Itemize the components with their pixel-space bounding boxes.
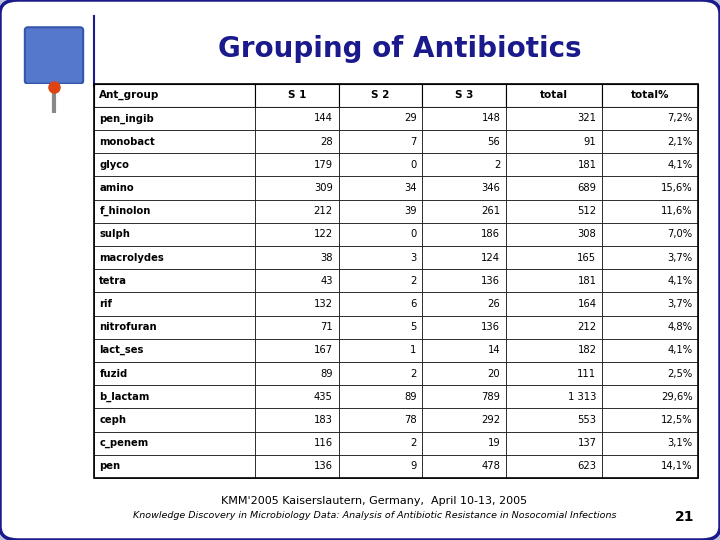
Text: 9: 9 bbox=[410, 461, 417, 471]
Bar bbox=[255, 315, 338, 339]
Bar bbox=[255, 177, 338, 200]
Text: 1: 1 bbox=[410, 346, 417, 355]
Bar bbox=[602, 455, 698, 478]
Text: rif: rif bbox=[99, 299, 112, 309]
Text: 0: 0 bbox=[410, 230, 417, 239]
Bar bbox=[506, 315, 602, 339]
Bar bbox=[338, 107, 423, 130]
Bar bbox=[338, 431, 423, 455]
Text: 212: 212 bbox=[577, 322, 596, 332]
Bar bbox=[94, 362, 255, 385]
Bar bbox=[506, 455, 602, 478]
Bar bbox=[255, 84, 338, 107]
Text: 512: 512 bbox=[577, 206, 596, 216]
Bar bbox=[423, 177, 506, 200]
Text: amino: amino bbox=[99, 183, 134, 193]
Text: 308: 308 bbox=[577, 230, 596, 239]
Text: 165: 165 bbox=[577, 253, 596, 262]
Text: 122: 122 bbox=[314, 230, 333, 239]
Text: pen: pen bbox=[99, 461, 120, 471]
Text: 2,5%: 2,5% bbox=[667, 369, 693, 379]
Text: 7,2%: 7,2% bbox=[667, 113, 693, 124]
Text: 28: 28 bbox=[320, 137, 333, 147]
Bar bbox=[94, 107, 255, 130]
Text: 20: 20 bbox=[487, 369, 500, 379]
Text: c_penem: c_penem bbox=[99, 438, 148, 448]
Bar bbox=[255, 339, 338, 362]
Text: 144: 144 bbox=[314, 113, 333, 124]
Text: 1 313: 1 313 bbox=[568, 392, 596, 402]
Bar bbox=[423, 269, 506, 292]
Bar bbox=[338, 362, 423, 385]
Text: 0: 0 bbox=[410, 160, 417, 170]
Text: 2: 2 bbox=[494, 160, 500, 170]
Bar bbox=[423, 84, 506, 107]
Text: 136: 136 bbox=[314, 461, 333, 471]
Text: total: total bbox=[540, 90, 568, 100]
Bar bbox=[506, 84, 602, 107]
Text: 167: 167 bbox=[314, 346, 333, 355]
Text: 5: 5 bbox=[410, 322, 417, 332]
Text: 6: 6 bbox=[410, 299, 417, 309]
Bar bbox=[423, 339, 506, 362]
Bar bbox=[338, 315, 423, 339]
Text: 346: 346 bbox=[482, 183, 500, 193]
Bar bbox=[94, 200, 255, 223]
Bar bbox=[602, 431, 698, 455]
Text: 179: 179 bbox=[314, 160, 333, 170]
Bar bbox=[338, 223, 423, 246]
Bar bbox=[94, 455, 255, 478]
Text: pen_ingib: pen_ingib bbox=[99, 113, 154, 124]
Text: 2: 2 bbox=[410, 438, 417, 448]
Bar bbox=[338, 455, 423, 478]
Bar bbox=[255, 408, 338, 431]
Bar bbox=[94, 84, 255, 107]
Bar bbox=[602, 200, 698, 223]
Bar bbox=[506, 408, 602, 431]
Text: tetra: tetra bbox=[99, 276, 127, 286]
Bar bbox=[255, 455, 338, 478]
Text: 7,0%: 7,0% bbox=[667, 230, 693, 239]
Text: 321: 321 bbox=[577, 113, 596, 124]
Text: 3: 3 bbox=[410, 253, 417, 262]
Text: b_lactam: b_lactam bbox=[99, 392, 150, 402]
Text: nitrofuran: nitrofuran bbox=[99, 322, 157, 332]
Bar bbox=[255, 223, 338, 246]
Bar bbox=[602, 84, 698, 107]
Text: 91: 91 bbox=[584, 137, 596, 147]
Bar bbox=[423, 107, 506, 130]
Text: 89: 89 bbox=[404, 392, 417, 402]
Bar bbox=[338, 339, 423, 362]
Text: S 3: S 3 bbox=[455, 90, 474, 100]
Text: 4,8%: 4,8% bbox=[667, 322, 693, 332]
Bar bbox=[94, 408, 255, 431]
Bar bbox=[94, 130, 255, 153]
Text: 11,6%: 11,6% bbox=[661, 206, 693, 216]
Text: 116: 116 bbox=[314, 438, 333, 448]
Bar bbox=[506, 130, 602, 153]
Text: 181: 181 bbox=[577, 160, 596, 170]
Bar bbox=[506, 269, 602, 292]
Text: 111: 111 bbox=[577, 369, 596, 379]
Text: 4,1%: 4,1% bbox=[667, 160, 693, 170]
Bar bbox=[423, 455, 506, 478]
Bar bbox=[94, 385, 255, 408]
Text: 7: 7 bbox=[410, 137, 417, 147]
Bar bbox=[602, 269, 698, 292]
Bar bbox=[94, 84, 698, 478]
Text: 789: 789 bbox=[482, 392, 500, 402]
Text: 29,6%: 29,6% bbox=[661, 392, 693, 402]
Text: 2,1%: 2,1% bbox=[667, 137, 693, 147]
Text: 14: 14 bbox=[487, 346, 500, 355]
Text: 137: 137 bbox=[577, 438, 596, 448]
Text: 14,1%: 14,1% bbox=[661, 461, 693, 471]
Bar bbox=[255, 362, 338, 385]
Bar bbox=[338, 246, 423, 269]
Text: 56: 56 bbox=[487, 137, 500, 147]
Bar bbox=[423, 153, 506, 177]
Bar bbox=[506, 107, 602, 130]
Text: 26: 26 bbox=[487, 299, 500, 309]
Text: sulph: sulph bbox=[99, 230, 130, 239]
Bar bbox=[255, 292, 338, 315]
